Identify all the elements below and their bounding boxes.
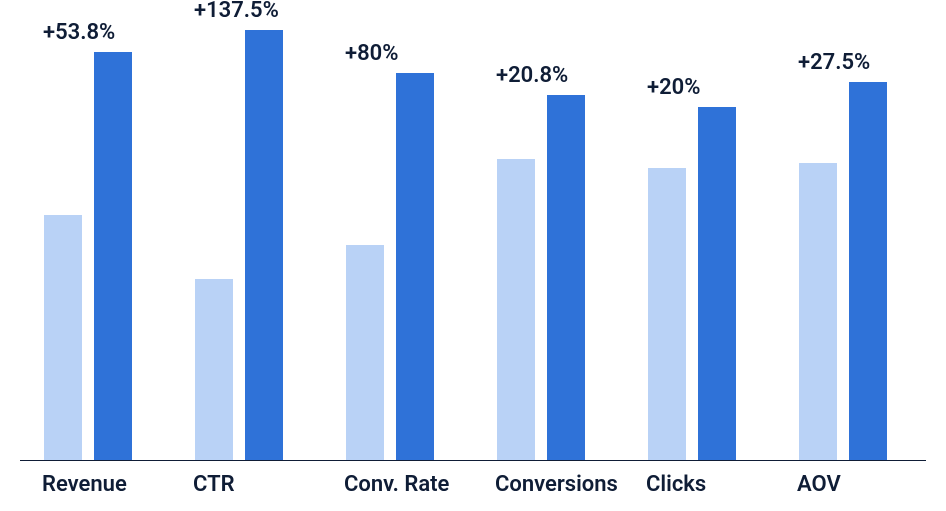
pct-label: +20.8% xyxy=(496,63,568,88)
metrics-bar-chart: +53.8% Revenue +137.5% CTR +80% Conv. Ra… xyxy=(0,0,946,511)
plot-area xyxy=(20,10,926,461)
bar-before xyxy=(799,163,837,460)
category-label-ctr: CTR xyxy=(193,472,235,497)
bar-group-conv-rate xyxy=(346,10,434,460)
bar-after xyxy=(245,30,283,460)
bar-after xyxy=(94,52,132,461)
category-label-conversions: Conversions xyxy=(495,472,618,497)
pct-label: +137.5% xyxy=(194,0,279,23)
pct-label: +27.5% xyxy=(798,50,870,75)
bar-after xyxy=(396,73,434,460)
bar-before xyxy=(44,215,82,460)
category-label-aov: AOV xyxy=(797,472,841,497)
category-label-conv-rate: Conv. Rate xyxy=(344,472,449,497)
pct-label: +20% xyxy=(647,75,700,100)
bar-group-ctr xyxy=(195,10,283,460)
bar-group-revenue xyxy=(44,10,132,460)
pct-label: +80% xyxy=(345,41,398,66)
bar-before xyxy=(195,279,233,460)
bar-group-aov xyxy=(799,10,887,460)
bar-after xyxy=(547,95,585,461)
bar-before xyxy=(497,159,535,460)
pct-label: +53.8% xyxy=(43,20,115,45)
bar-before xyxy=(648,168,686,460)
category-label-revenue: Revenue xyxy=(42,472,127,497)
category-label-clicks: Clicks xyxy=(646,472,706,497)
bar-before xyxy=(346,245,384,460)
bar-after xyxy=(698,107,736,460)
bar-after xyxy=(849,82,887,460)
